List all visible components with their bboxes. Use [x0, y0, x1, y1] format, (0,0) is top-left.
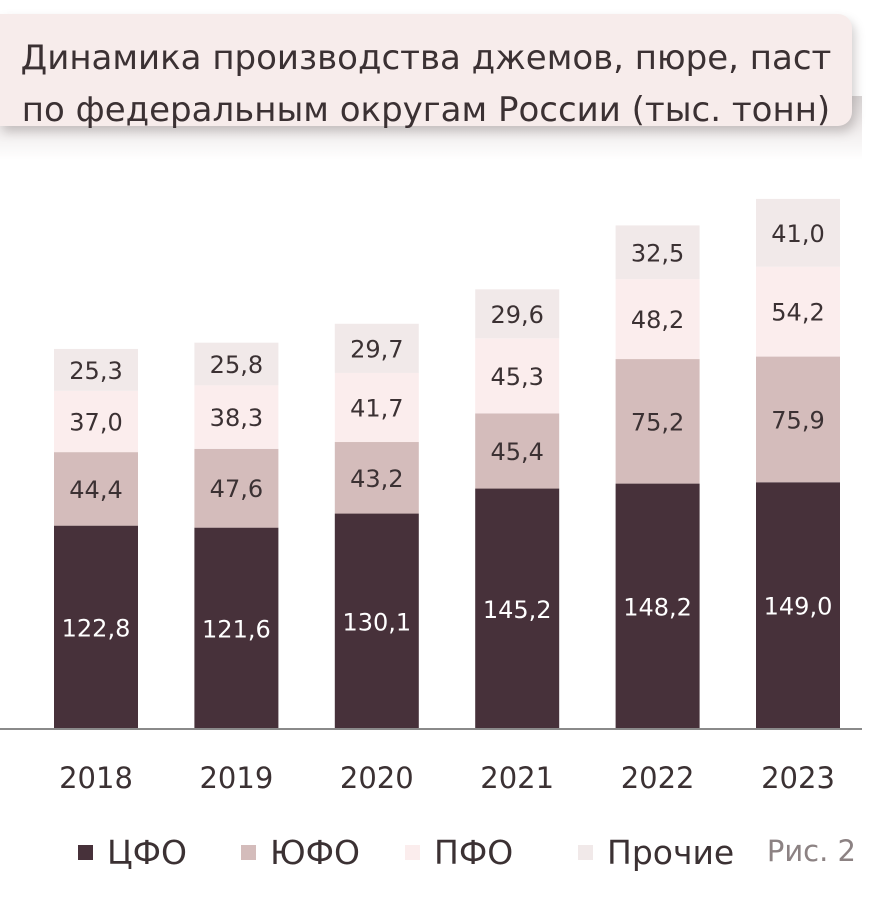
data-label-2020-s1: 43,2: [350, 465, 403, 493]
bar-segment-2022-s0: [615, 483, 700, 729]
bar-segment-2022-s1: [615, 359, 700, 484]
data-label-2018-s2: 37,0: [69, 408, 122, 436]
bar-segment-2018-s0: [54, 525, 138, 729]
legend-label-cfo: ЦФО: [107, 832, 188, 872]
data-label-2020-s0: 130,1: [342, 608, 411, 636]
bar-segment-2021-s3: [475, 289, 560, 339]
legend-label-yufo: ЮФО: [270, 832, 361, 872]
bar-segment-2020-s0: [334, 513, 419, 729]
data-label-2023-s1: 75,9: [771, 406, 824, 434]
data-label-2020-s2: 41,7: [350, 394, 403, 422]
data-label-2019-s3: 25,8: [210, 351, 263, 379]
data-label-2018-s0: 122,8: [62, 614, 131, 642]
legend-label-other: Прочие: [607, 832, 735, 872]
chart-title-banner: Динамика производства джемов, пюре, паст…: [0, 14, 852, 130]
legend-item-yufo: ЮФО: [241, 830, 360, 874]
legend-swatch-cfo: [78, 844, 93, 860]
bar-segment-2023-s3: [756, 198, 840, 267]
legend-swatch-other: [578, 844, 593, 860]
bar-segment-2023-s0: [756, 482, 840, 729]
data-label-2019-s2: 38,3: [210, 404, 263, 432]
data-label-2023-s0: 149,0: [764, 593, 833, 621]
figure-label: Рис. 2: [766, 834, 856, 868]
bar-segment-2020-s2: [334, 372, 419, 443]
data-label-2019-s1: 47,6: [210, 475, 263, 503]
legend-item-pfo: ПФО: [405, 830, 513, 874]
bar-segment-2020-s1: [334, 442, 419, 514]
bar-segment-2021-s1: [475, 413, 560, 489]
bar-segment-2023-s1: [756, 356, 840, 483]
x-tick-label-2019: 2019: [199, 761, 273, 795]
bar-segment-2018-s3: [54, 348, 138, 391]
bar-segment-2020-s3: [334, 323, 419, 373]
legend-item-other: Прочие: [578, 830, 734, 874]
bar-segment-2022-s3: [615, 225, 700, 280]
legend-label-pfo: ПФО: [434, 832, 514, 872]
legend-swatch-yufo: [241, 844, 256, 860]
chart-legend: ЦФО ЮФО ПФО Прочие: [0, 830, 876, 874]
data-label-2021-s1: 45,4: [490, 438, 543, 466]
data-label-2018-s1: 44,4: [69, 476, 122, 504]
bar-segment-2021-s0: [475, 488, 560, 729]
data-label-2021-s2: 45,3: [490, 363, 543, 391]
data-label-2018-s3: 25,3: [69, 357, 122, 385]
bar-segment-2023-s2: [756, 266, 840, 357]
bar-segment-2018-s2: [54, 390, 138, 453]
data-label-2021-s0: 145,2: [483, 596, 552, 624]
x-tick-label-2023: 2023: [761, 761, 835, 795]
bar-segment-2018-s1: [54, 452, 138, 526]
bar-segment-2022-s2: [615, 279, 700, 360]
data-label-2022-s3: 32,5: [631, 239, 684, 267]
legend-item-cfo: ЦФО: [78, 830, 187, 874]
data-label-2022-s1: 75,2: [631, 408, 684, 436]
legend-swatch-pfo: [405, 844, 420, 860]
x-tick-label-2021: 2021: [480, 761, 554, 795]
data-label-2022-s2: 48,2: [631, 306, 684, 334]
bar-segment-2021-s2: [475, 338, 560, 414]
bar-segment-2019-s3: [194, 342, 279, 386]
data-label-2023-s2: 54,2: [771, 299, 824, 327]
chart-title-line-2: по федеральным округам России (тыс. тонн…: [21, 90, 831, 130]
chart-title-line-1: Динамика производства джемов, пюре, паст: [20, 38, 832, 78]
data-label-2021-s3: 29,6: [490, 301, 543, 329]
bar-segment-2019-s0: [194, 527, 279, 729]
stacked-bar-chart: 122,8 44,4 37,0 25,3 2018 121,6 47,6 38,3 25,8 20…: [0, 198, 862, 795]
x-tick-label-2022: 2022: [621, 761, 695, 795]
data-label-2020-s3: 29,7: [350, 335, 403, 363]
data-label-2022-s0: 148,2: [623, 593, 692, 621]
x-tick-label-2018: 2018: [59, 761, 133, 795]
data-label-2019-s0: 121,6: [202, 615, 271, 643]
bar-segment-2019-s1: [194, 448, 279, 528]
data-label-2023-s3: 41,0: [771, 220, 824, 248]
x-tick-label-2020: 2020: [340, 761, 414, 795]
bar-segment-2019-s2: [194, 385, 279, 449]
